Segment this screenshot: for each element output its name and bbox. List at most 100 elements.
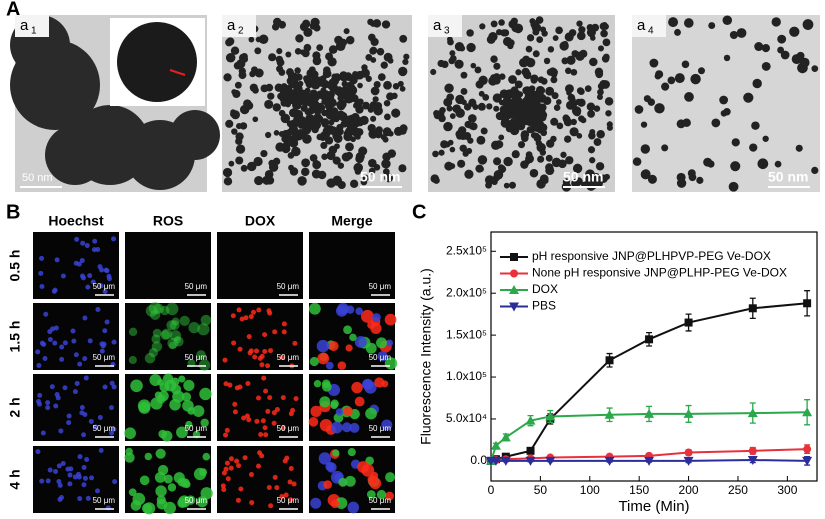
cell [196,496,208,508]
cell [310,405,322,418]
particle [545,154,553,162]
x-tick-label: 100 [580,483,600,497]
cell [93,424,99,430]
particle [547,46,555,53]
particle [317,170,327,180]
cell [252,354,258,360]
cell [222,357,228,363]
particle [235,123,243,130]
cell [330,499,340,509]
cell [266,308,272,314]
particle [223,177,233,186]
image-label: a [433,17,442,34]
particle [597,88,604,96]
particle [682,118,691,127]
particle [467,114,477,123]
particle [731,138,740,147]
legend-label: DOX [532,282,558,296]
particle [532,50,540,58]
scale-text: 50 nm [360,169,400,185]
cell [220,483,226,489]
cell [39,283,45,289]
particle [493,62,501,70]
cell [43,311,49,317]
particle [503,107,511,116]
particle [321,153,328,160]
particle [370,115,377,122]
cell [236,463,242,469]
marker [510,269,518,278]
cell [83,375,89,381]
inset-sphere [117,22,197,102]
particle [530,95,539,104]
cell [60,273,66,279]
scale-text: 50 μm [185,282,208,291]
particle [344,87,354,96]
particle [309,22,317,30]
scale-text: 50 μm [93,424,116,433]
particle [774,160,782,168]
cell [272,474,278,480]
scale-text: 50 μm [277,282,300,291]
cell [344,475,356,487]
particle [273,17,282,27]
cell [74,236,80,242]
particle [286,128,293,136]
particle [294,48,302,55]
cell [345,344,353,352]
cell [98,283,104,289]
particle [432,150,439,158]
cell [73,352,79,358]
cell [111,426,117,432]
particle [384,113,391,121]
cell [200,314,212,326]
cell [106,276,112,282]
x-axis-label: Time (Min) [618,498,689,515]
particle [373,164,381,171]
cell [111,339,117,345]
marker [684,318,693,327]
particle [376,47,385,56]
cell-bg [309,232,395,299]
marker [645,335,654,344]
particle [320,118,330,127]
cell [171,384,182,395]
particle [490,55,498,63]
cell [231,340,237,346]
cell [263,432,269,438]
cell [111,236,117,242]
particle [391,108,401,118]
particle [380,61,388,69]
cell [284,455,290,461]
cell [108,405,114,411]
cell [257,355,263,361]
particle [535,85,545,95]
particle [320,141,328,149]
particle [498,134,505,141]
particle [597,45,604,52]
particle [736,28,747,38]
particle [336,110,346,120]
particle [264,99,274,109]
particle [303,92,311,100]
cell [236,307,242,313]
cell [293,396,299,402]
marker [500,432,511,442]
image-label-sub: 3 [444,26,450,37]
particle [493,169,504,180]
particle [632,157,642,166]
particle [640,169,651,180]
cell [250,309,256,315]
particle [234,81,242,89]
particle [517,141,526,149]
particle [509,118,517,126]
tem-image: a 1 50 nm [10,15,220,192]
cell [326,462,337,473]
cell [47,329,53,335]
cell [87,273,93,279]
particle [586,28,596,38]
particle [327,57,337,67]
particle [501,29,510,37]
cell [91,247,97,253]
particle [447,38,454,46]
